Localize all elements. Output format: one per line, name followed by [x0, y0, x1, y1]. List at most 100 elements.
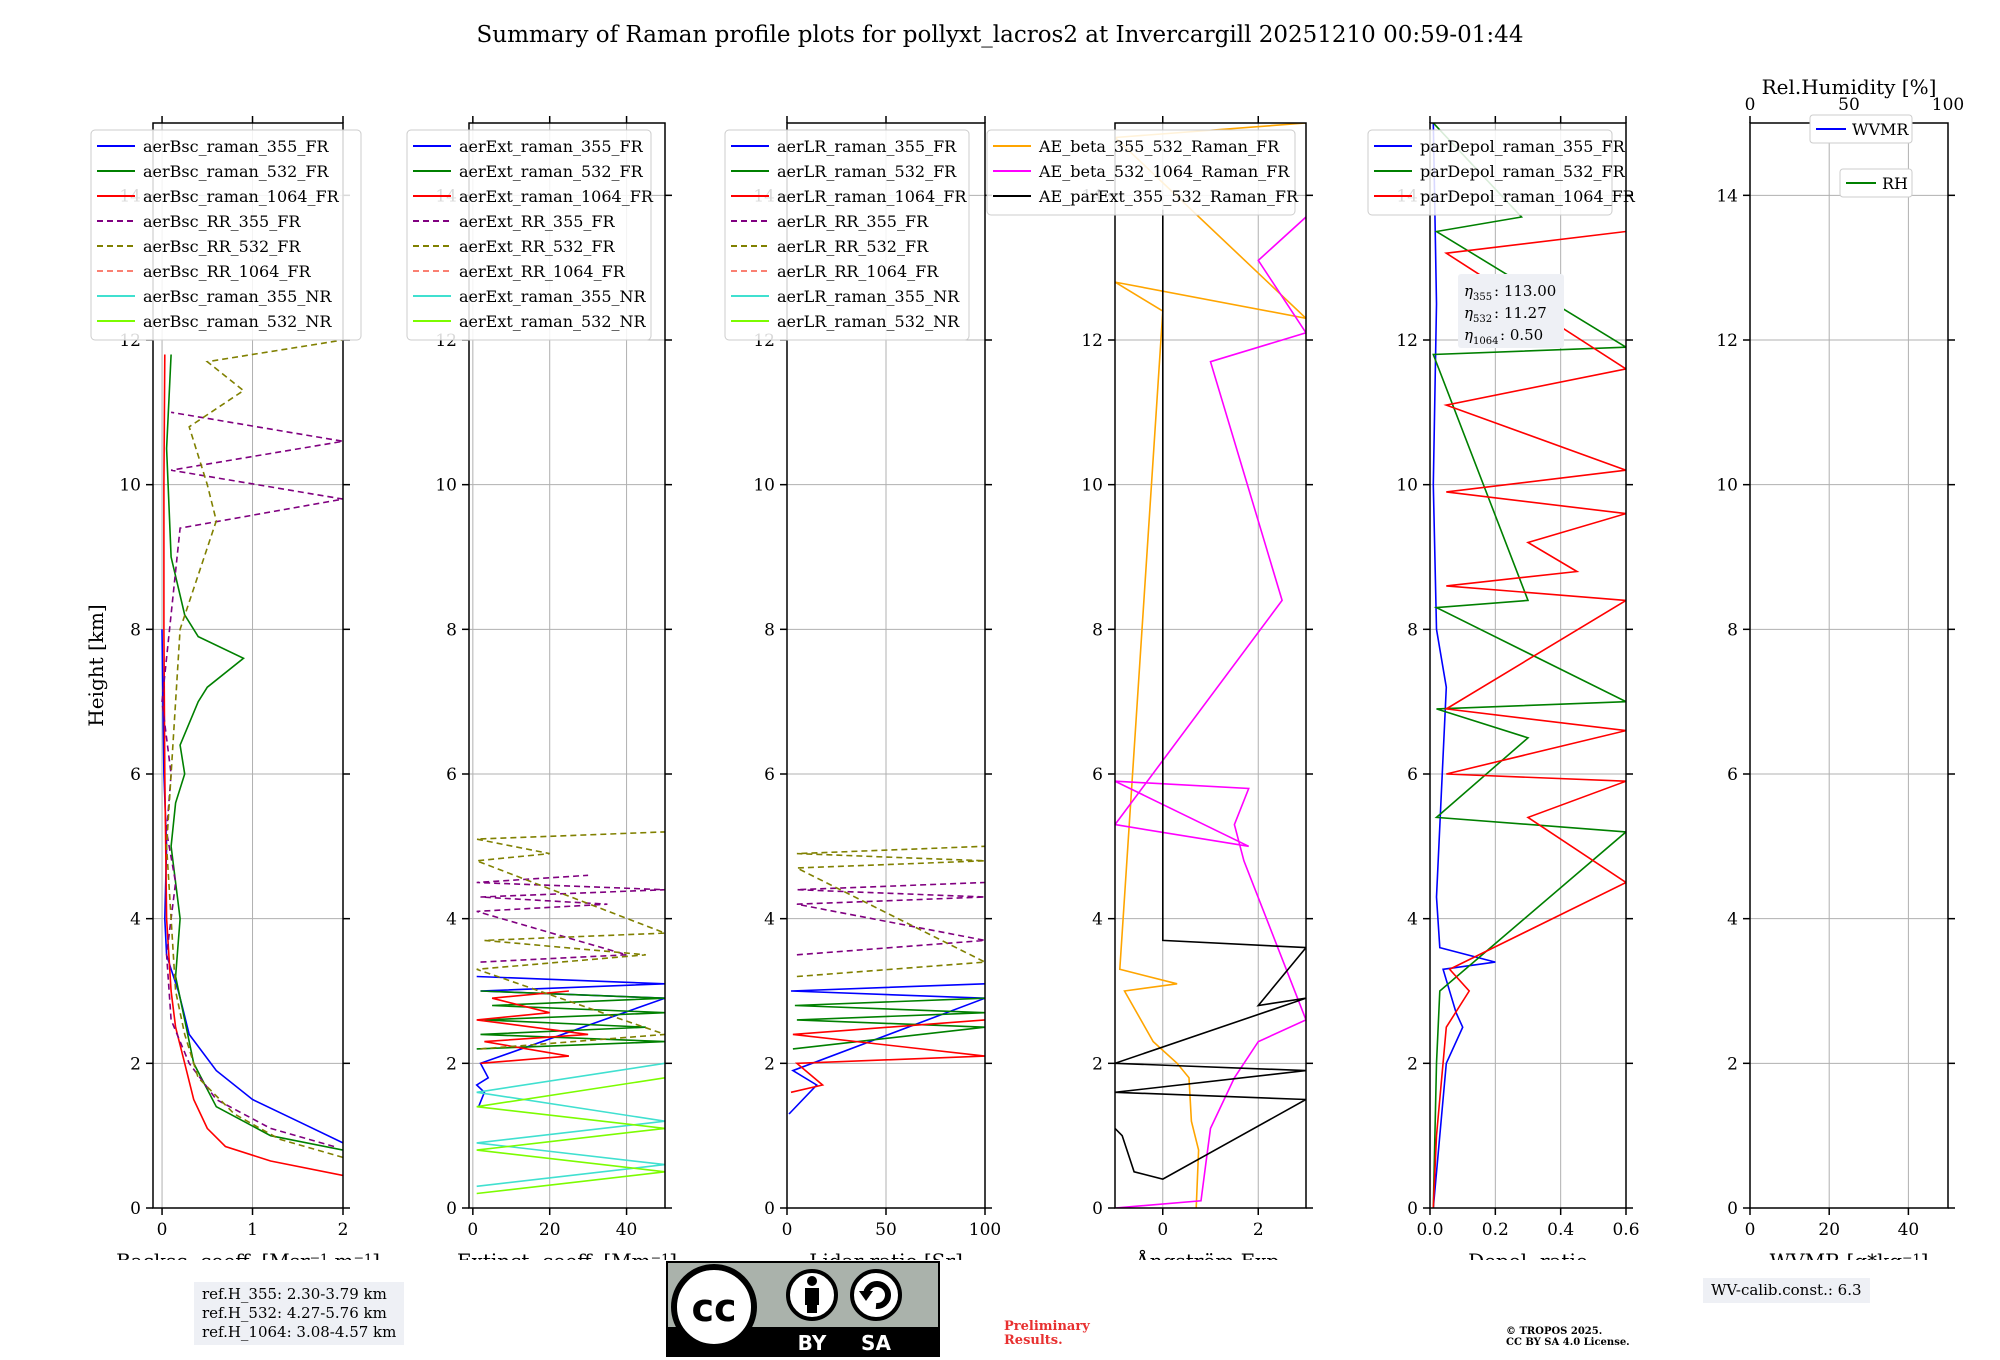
eta-value: : 113.00 [1494, 282, 1556, 300]
legend-box [406, 129, 652, 341]
y-tick-label: 6 [130, 765, 141, 785]
wv-calibration-text: WV-calib.const.: 6.3 [1711, 1281, 1862, 1299]
legend-label: aerExt_raman_532_FR [459, 162, 644, 181]
y-tick-label: 8 [446, 620, 457, 640]
series-line-AE_parExt_355_532_Raman_FR [1115, 209, 1306, 1180]
y-axis-label: Height [km] [84, 604, 108, 726]
legend-label: aerBsc_RR_532_FR [143, 237, 301, 256]
x-axis-label: WVMR [g*kg⁻¹] [1770, 1249, 1929, 1260]
legend-label: aerLR_raman_532_NR [777, 312, 960, 331]
x-tick-label: 0.4 [1547, 1220, 1574, 1240]
series-line-aerLR_raman_532_FR [792, 997, 985, 1050]
y-tick-label: 8 [1727, 620, 1738, 640]
y-tick-label: 6 [764, 765, 775, 785]
eta-label: η532 [1464, 304, 1492, 325]
series-line-aerBsc_RR_532_FR [165, 339, 343, 1159]
eta-value: : 0.50 [1500, 326, 1543, 344]
legend-label: parDepol_raman_1064_FR [1420, 187, 1636, 206]
legend-label: AE_beta_355_532_Raman_FR [1038, 137, 1280, 156]
y-tick-label: 4 [446, 910, 457, 930]
y-tick-label: 2 [764, 1054, 775, 1074]
legend-label: aerLR_raman_1064_FR [777, 187, 967, 206]
x-tick-label: 0 [1745, 1220, 1756, 1240]
y-tick-label: 6 [1407, 765, 1418, 785]
eta-label: η355 [1464, 282, 1492, 303]
top-tick-label: 0 [1745, 95, 1756, 115]
y-tick-label: 12 [1081, 331, 1103, 351]
y-tick-label: 0 [1727, 1199, 1738, 1219]
copyright-line2: CC BY SA 4.0 License. [1506, 1337, 1630, 1348]
y-tick-label: 8 [764, 620, 775, 640]
x-axis-label: Backsc. coeff. [Msr⁻¹ m⁻¹] [116, 1249, 380, 1260]
legend-label: aerLR_raman_532_FR [777, 162, 957, 181]
x-tick-label: 0 [157, 1220, 168, 1240]
x-axis-label: Lidar ratio [Sr] [809, 1249, 963, 1260]
x-axis-label: Ångström Exp. [1134, 1248, 1285, 1260]
y-tick-label: 4 [1407, 910, 1418, 930]
x-tick-label: 40 [1898, 1220, 1920, 1240]
series-line-aerLR_RR_532_FR [796, 845, 985, 978]
legend-label: AE_parExt_355_532_Raman_FR [1038, 187, 1299, 206]
series-line-AE_beta_355_532_Raman_FR [1115, 123, 1306, 1208]
x-axis-label: Depol. ratio [1468, 1249, 1588, 1260]
legend-label: aerBsc_RR_355_FR [143, 212, 301, 231]
y-tick-label: 4 [764, 910, 775, 930]
eta-value: : 11.27 [1494, 304, 1547, 322]
legend-label: aerBsc_raman_532_FR [143, 162, 329, 181]
x-tick-label: 0 [1157, 1220, 1168, 1240]
y-tick-label: 10 [435, 476, 457, 496]
y-tick-label: 8 [130, 620, 141, 640]
x-tick-label: 50 [875, 1220, 897, 1240]
y-tick-label: 2 [1092, 1054, 1103, 1074]
y-tick-label: 0 [1407, 1199, 1418, 1219]
preliminary-line1: Preliminary [1004, 1319, 1090, 1334]
axes-frame [468, 122, 666, 1209]
legend-label: aerBsc_raman_355_NR [143, 287, 332, 306]
x-tick-label: 0.6 [1612, 1220, 1639, 1240]
ref-height-355: ref.H_355: 2.30-3.79 km [202, 1285, 387, 1303]
axes-frame [786, 122, 986, 1209]
y-tick-label: 0 [446, 1199, 457, 1219]
x-tick-label: 20 [1818, 1220, 1840, 1240]
series-line-aerLR_RR_355_FR [796, 881, 985, 956]
svg-text:cc: cc [691, 1286, 736, 1330]
legend-label: aerBsc_raman_532_NR [143, 312, 332, 331]
y-tick-label: 12 [1716, 331, 1738, 351]
y-tick-label: 2 [1407, 1054, 1418, 1074]
y-tick-label: 2 [1727, 1054, 1738, 1074]
copyright-note: © TROPOS 2025. CC BY SA 4.0 License. [1506, 1326, 1630, 1348]
legend-label: aerExt_RR_532_FR [459, 237, 616, 256]
legend-label: RH [1882, 174, 1908, 193]
series-line-parDepol_raman_532_FR [1432, 123, 1626, 1208]
y-tick-label: 0 [1092, 1199, 1103, 1219]
legend-label: aerBsc_RR_1064_FR [143, 262, 312, 281]
x-tick-label: 100 [969, 1220, 1001, 1240]
y-tick-label: 14 [1716, 186, 1738, 206]
x-tick-label: 40 [616, 1220, 638, 1240]
legend-box [724, 129, 970, 341]
series-line-aerExt_raman_1064_FR [476, 990, 589, 1065]
y-tick-label: 12 [1396, 331, 1418, 351]
x-tick-label: 0 [467, 1220, 478, 1240]
cc-by-label: BY [798, 1331, 827, 1355]
axes-frame [1749, 122, 1949, 1209]
x-tick-label: 2 [338, 1220, 349, 1240]
y-tick-label: 0 [130, 1199, 141, 1219]
legend-box [90, 129, 362, 341]
legend-label: aerExt_raman_532_NR [459, 312, 647, 331]
series-line-AE_beta_532_1064_Raman_FR [1115, 216, 1306, 1208]
legend-label: aerExt_RR_1064_FR [459, 262, 626, 281]
legend-label: aerExt_raman_1064_FR [459, 187, 654, 206]
series-line-parDepol_raman_1064_FR [1432, 230, 1626, 1208]
y-tick-label: 4 [130, 910, 141, 930]
legend-label: parDepol_raman_532_FR [1420, 162, 1626, 181]
top-tick-label: 100 [1932, 95, 1964, 115]
y-tick-label: 2 [130, 1054, 141, 1074]
series-line-aerExt_RR_355_FR [476, 874, 665, 963]
legend-box [986, 129, 1296, 216]
legend-label: aerLR_RR_1064_FR [777, 262, 939, 281]
legend-label: AE_beta_532_1064_Raman_FR [1038, 162, 1290, 181]
legend-label: aerBsc_raman_1064_FR [143, 187, 340, 206]
series-line-aerExt_raman_532_NR [476, 1077, 665, 1195]
x-tick-label: 0 [782, 1220, 793, 1240]
